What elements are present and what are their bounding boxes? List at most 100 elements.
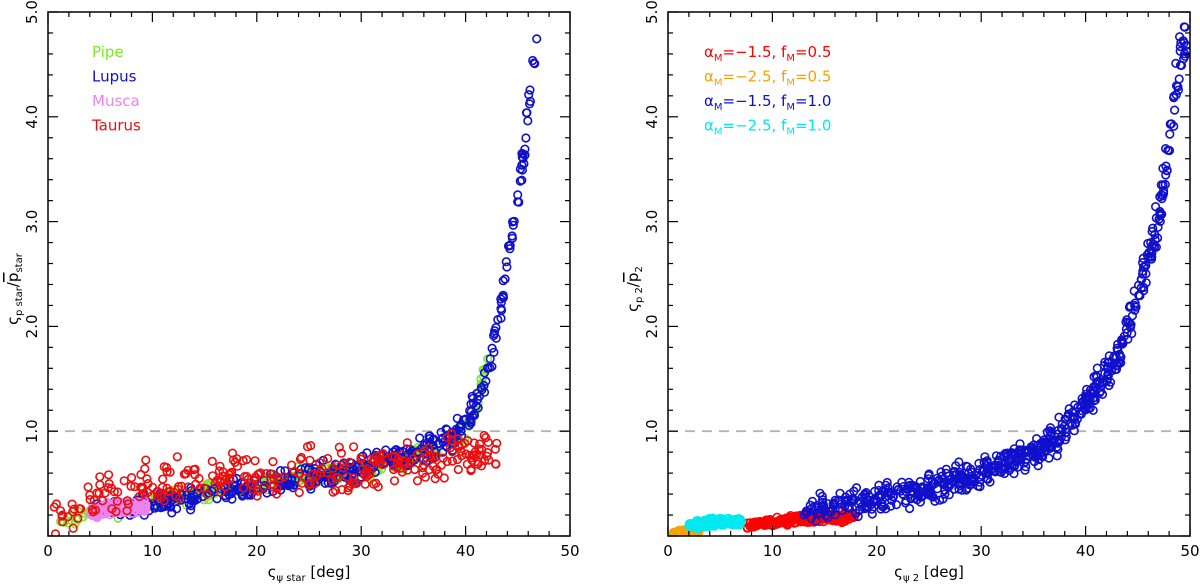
- data-point: [1176, 60, 1187, 71]
- data-point: [1175, 41, 1185, 52]
- legend-entry: αM=−2.5, fM=1.0: [704, 117, 831, 138]
- data-point: [1116, 358, 1126, 368]
- data-point: [1003, 450, 1014, 460]
- data-point: [1141, 260, 1151, 271]
- y-tick-label: 4.0: [23, 105, 41, 129]
- data-point: [1100, 357, 1110, 367]
- y-tick-label: 1.0: [643, 419, 661, 443]
- data-point: [345, 457, 355, 467]
- legend-entry: αM=−1.5, fM=0.5: [704, 43, 831, 64]
- data-point: [216, 487, 226, 497]
- data-point: [452, 434, 463, 444]
- data-point: [1154, 214, 1164, 224]
- plot-frame: [47, 11, 571, 537]
- series-3: [49, 429, 502, 536]
- x-tick-label: 30: [972, 542, 991, 560]
- data-point: [220, 475, 230, 485]
- data-point: [447, 429, 457, 439]
- data-point: [190, 470, 200, 480]
- data-point: [119, 476, 129, 486]
- data-point: [1077, 397, 1087, 407]
- data-point: [104, 479, 114, 489]
- data-point: [268, 482, 278, 492]
- data-point: [338, 463, 349, 473]
- data-point: [402, 438, 412, 448]
- data-point: [454, 442, 464, 452]
- data-point: [159, 496, 169, 506]
- data-point: [811, 516, 821, 526]
- data-point: [801, 508, 811, 519]
- series-0: [742, 507, 860, 533]
- data-point: [402, 465, 413, 475]
- left-panel: 0 10 20 30 40 50 1.0 2.0 3.0 4.0 5.0 ςψ star [deg] ς…: [4, 0, 580, 584]
- data-point: [876, 501, 887, 511]
- data-point: [915, 476, 925, 487]
- data-point: [517, 152, 527, 162]
- data-point: [813, 500, 823, 510]
- data-point: [447, 435, 457, 445]
- data-point: [508, 220, 518, 230]
- x-tick-label: 40: [456, 542, 475, 560]
- data-point: [92, 488, 102, 498]
- data-point: [1089, 396, 1099, 406]
- data-point: [867, 509, 877, 519]
- y-tick-label: 2.0: [23, 314, 41, 338]
- data-point: [284, 479, 295, 489]
- data-point: [1182, 46, 1190, 56]
- data-point: [1131, 302, 1141, 312]
- data-point: [360, 479, 370, 489]
- data-point: [334, 442, 344, 452]
- data-point: [702, 519, 712, 529]
- data-point: [112, 505, 122, 516]
- data-point: [924, 469, 934, 479]
- x-tick-label: 50: [560, 542, 579, 560]
- data-point: [268, 469, 278, 479]
- data-point: [1070, 407, 1081, 417]
- data-point: [296, 452, 307, 463]
- data-point: [861, 488, 871, 498]
- data-point: [49, 502, 59, 512]
- data-point: [760, 516, 770, 527]
- data-point: [294, 468, 304, 479]
- data-point: [966, 475, 976, 485]
- series-2: [799, 12, 1190, 526]
- data-point: [1125, 318, 1135, 328]
- data-point: [73, 513, 83, 523]
- data-point: [502, 262, 512, 272]
- data-point: [466, 399, 476, 409]
- data-point: [1162, 165, 1172, 175]
- data-point: [517, 175, 527, 185]
- data-point: [220, 482, 230, 492]
- data-point: [136, 469, 146, 480]
- data-point: [884, 488, 894, 498]
- data-point: [438, 453, 448, 463]
- data-point: [1173, 82, 1183, 92]
- data-point: [280, 466, 290, 476]
- data-point: [442, 442, 452, 452]
- x-tick-label: 40: [1076, 542, 1095, 560]
- data-point: [402, 444, 412, 454]
- data-point: [1169, 91, 1179, 101]
- data-point: [994, 457, 1004, 467]
- data-point: [916, 492, 926, 502]
- data-point: [249, 485, 259, 495]
- data-point: [466, 465, 476, 476]
- data-point: [294, 487, 304, 498]
- data-point: [476, 383, 486, 393]
- data-point: [1112, 343, 1122, 354]
- plot-frame: [667, 11, 1191, 537]
- data-point: [481, 433, 491, 443]
- data-point: [130, 482, 140, 492]
- y-tick-label: 2.0: [643, 314, 661, 338]
- data-point: [1169, 105, 1180, 115]
- data-point: [1116, 352, 1126, 362]
- data-point: [305, 455, 315, 465]
- data-point: [1130, 300, 1140, 311]
- y-tick-label: 3.0: [23, 210, 41, 234]
- data-point: [268, 457, 278, 467]
- data-point: [239, 472, 250, 482]
- y-tick-label: 5.0: [23, 0, 41, 24]
- legend-entry: Taurus: [91, 117, 141, 135]
- data-point: [1126, 320, 1136, 330]
- data-point: [192, 494, 202, 504]
